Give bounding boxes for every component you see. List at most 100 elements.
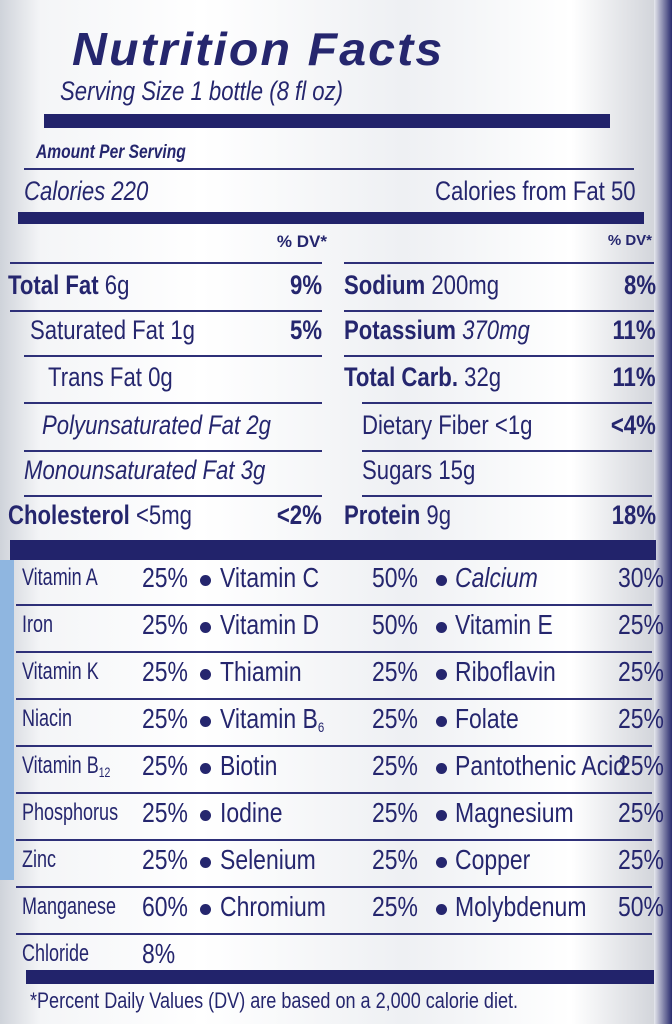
dv-header-right: % DV* <box>607 232 652 249</box>
vitamin-label: Zinc <box>22 846 57 873</box>
nutrient-name: Dietary Fiber <box>362 410 489 440</box>
vitamin-dv: 25% <box>372 891 418 922</box>
divider <box>24 168 634 170</box>
vitamin-dv: 25% <box>372 797 418 828</box>
vitamin-dv: 25% <box>142 750 188 781</box>
nutrient-dv: <4% <box>611 410 656 440</box>
vitamin-name: Vitamin E <box>455 609 553 641</box>
nutrient-amount: 3g <box>240 455 266 485</box>
divider <box>24 495 322 497</box>
divider <box>362 450 652 452</box>
nutrient-name: Total Fat <box>8 270 99 300</box>
bullet-icon <box>200 810 211 821</box>
divider <box>16 933 652 935</box>
bullet-icon <box>200 575 211 586</box>
vitamin-label: Folate <box>455 703 519 734</box>
vitamin-label: Vitamin D <box>220 609 320 640</box>
vitamin-name: Thiamin <box>220 656 302 688</box>
vitamin-name: Biotin <box>220 750 277 782</box>
nutrient-row-left: Polyunsaturated Fat 2g <box>42 410 271 441</box>
vitamin-label: Niacin <box>22 705 73 732</box>
nutrient-name: Total Carb. <box>344 362 458 392</box>
vitamin-dv: 25% <box>142 844 188 875</box>
subscript: 6 <box>317 719 325 735</box>
nutrient-name: Protein <box>344 500 421 530</box>
vitamin-label: Molybdenum <box>455 891 587 922</box>
nutrient-name: Trans Fat <box>48 362 142 392</box>
vitamin-dv: 25% <box>618 703 664 734</box>
vitamin-dv: 25% <box>142 656 188 687</box>
vitamin-label: Phosphorus <box>22 799 119 826</box>
nutrient-row-left: Monounsaturated Fat 3g <box>24 455 265 486</box>
label-title: Nutrition Facts <box>72 23 445 75</box>
nutrient-row-right: Total Carb. 32g <box>344 362 501 393</box>
vitamin-label: Chloride <box>22 940 90 967</box>
divider <box>16 745 652 747</box>
vitamin-name: Magnesium <box>455 797 574 829</box>
bullet-icon <box>200 904 211 915</box>
nutrient-dv: 8% <box>623 270 656 300</box>
vitamin-name: Folate <box>455 703 519 735</box>
vitamin-name: Molybdenum <box>455 891 586 923</box>
nutrient-name: Sodium <box>344 270 426 300</box>
vitamin-label: Vitamin A <box>22 564 98 591</box>
calories: Calories 220 <box>24 176 149 206</box>
nutrient-amount: 200mg <box>431 270 500 300</box>
vitamin-dv: 25% <box>142 797 188 828</box>
nutrient-amount: <5mg <box>135 500 192 530</box>
divider <box>344 355 654 357</box>
nutrient-name: Sugars <box>362 455 433 485</box>
vitamin-name: Vitamin B6 <box>220 703 324 735</box>
vitamin-name: Iron <box>22 611 53 639</box>
bullet-icon <box>200 669 211 680</box>
bullet-icon <box>200 857 211 868</box>
vitamin-name: Manganese <box>22 893 116 921</box>
subscript: 12 <box>98 764 111 780</box>
vitamin-name: Iodine <box>220 797 283 829</box>
nutrient-row-right: Dietary Fiber <1g <box>362 410 532 441</box>
nutrient-dv: 9% <box>289 270 322 300</box>
vitamin-name: Vitamin A <box>22 564 98 592</box>
vitamin-label: Biotin <box>220 750 278 781</box>
vitamin-label: Selenium <box>220 844 316 875</box>
bottle-edge <box>654 0 672 1024</box>
bullet-icon <box>436 716 447 727</box>
vitamin-name: Vitamin C <box>220 562 319 594</box>
nutrient-row-right: Protein 9g <box>344 500 451 531</box>
bullet-icon <box>200 716 211 727</box>
vitamin-label: Vitamin B <box>22 752 99 779</box>
vitamin-label: Vitamin E <box>455 609 553 640</box>
vitamin-label: Vitamin B <box>220 703 318 734</box>
bullet-icon <box>436 575 447 586</box>
nutrient-amount: 32g <box>464 362 502 392</box>
serving-size: Serving Size 1 bottle (8 fl oz) <box>60 76 344 106</box>
vitamin-dv: 25% <box>142 562 188 593</box>
vitamin-name: Vitamin K <box>22 658 99 686</box>
bullet-icon <box>436 857 447 868</box>
vitamin-dv: 25% <box>618 656 664 687</box>
divider <box>344 262 654 264</box>
vitamin-name: Vitamin B12 <box>22 752 110 780</box>
vitamin-name: Calcium <box>455 562 538 594</box>
nutrient-name: Monounsaturated Fat <box>24 455 235 485</box>
vitamin-name: Riboflavin <box>455 656 556 688</box>
amount-per-serving: Amount Per Serving <box>36 142 186 163</box>
nutrient-name: Potassium <box>344 315 456 345</box>
nutrient-amount: 15g <box>438 455 476 485</box>
vitamin-label: Copper <box>455 844 531 875</box>
nutrient-dv: 11% <box>612 362 656 392</box>
calories-from-fat: Calories from Fat 50 <box>435 176 636 206</box>
nutrient-amount: 6g <box>104 270 130 300</box>
vitamin-name: Pantothenic Acid <box>455 750 626 782</box>
vitamin-dv: 25% <box>142 703 188 734</box>
divider <box>10 262 322 264</box>
bullet-icon <box>436 904 447 915</box>
vitamin-dv: 25% <box>618 609 664 640</box>
divider <box>344 310 654 312</box>
vitamin-dv: 25% <box>372 656 418 687</box>
vitamin-name: Selenium <box>220 844 316 876</box>
divider <box>10 310 322 312</box>
vitamin-label: Thiamin <box>220 656 302 687</box>
vitamin-dv: 25% <box>372 750 418 781</box>
nutrient-amount: 0g <box>148 362 173 392</box>
